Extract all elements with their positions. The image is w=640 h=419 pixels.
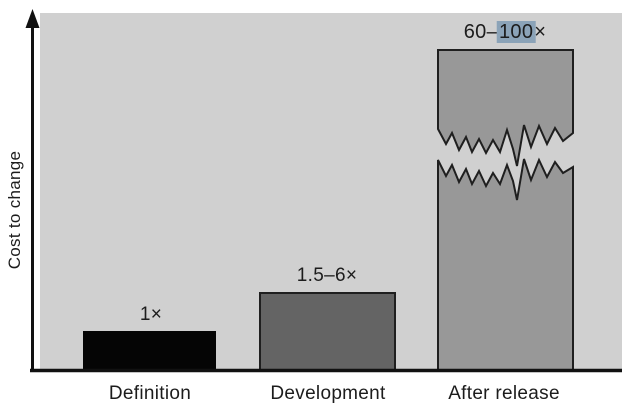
bar-after-release-lower-segment [437, 157, 574, 372]
x-label-after-release: After release [448, 383, 560, 404]
y-axis-label: Cost to change [5, 150, 24, 270]
y-axis-arrowhead-icon [25, 9, 40, 28]
x-label-development: Development [270, 383, 386, 404]
bar-after-release-upper-segment [437, 49, 574, 167]
value-label-after-release-suffix: × [534, 21, 547, 43]
value-label-after-release-prefix: 60– [463, 21, 499, 43]
value-label-after-release: 60–100× [464, 21, 547, 44]
bar-definition [83, 331, 216, 371]
bar-development [259, 292, 396, 372]
value-label-definition: 1× [139, 304, 163, 325]
x-label-definition: Definition [108, 383, 192, 404]
value-label-development: 1.5–6× [296, 265, 358, 286]
value-label-after-release-highlight: 100 [497, 21, 536, 43]
